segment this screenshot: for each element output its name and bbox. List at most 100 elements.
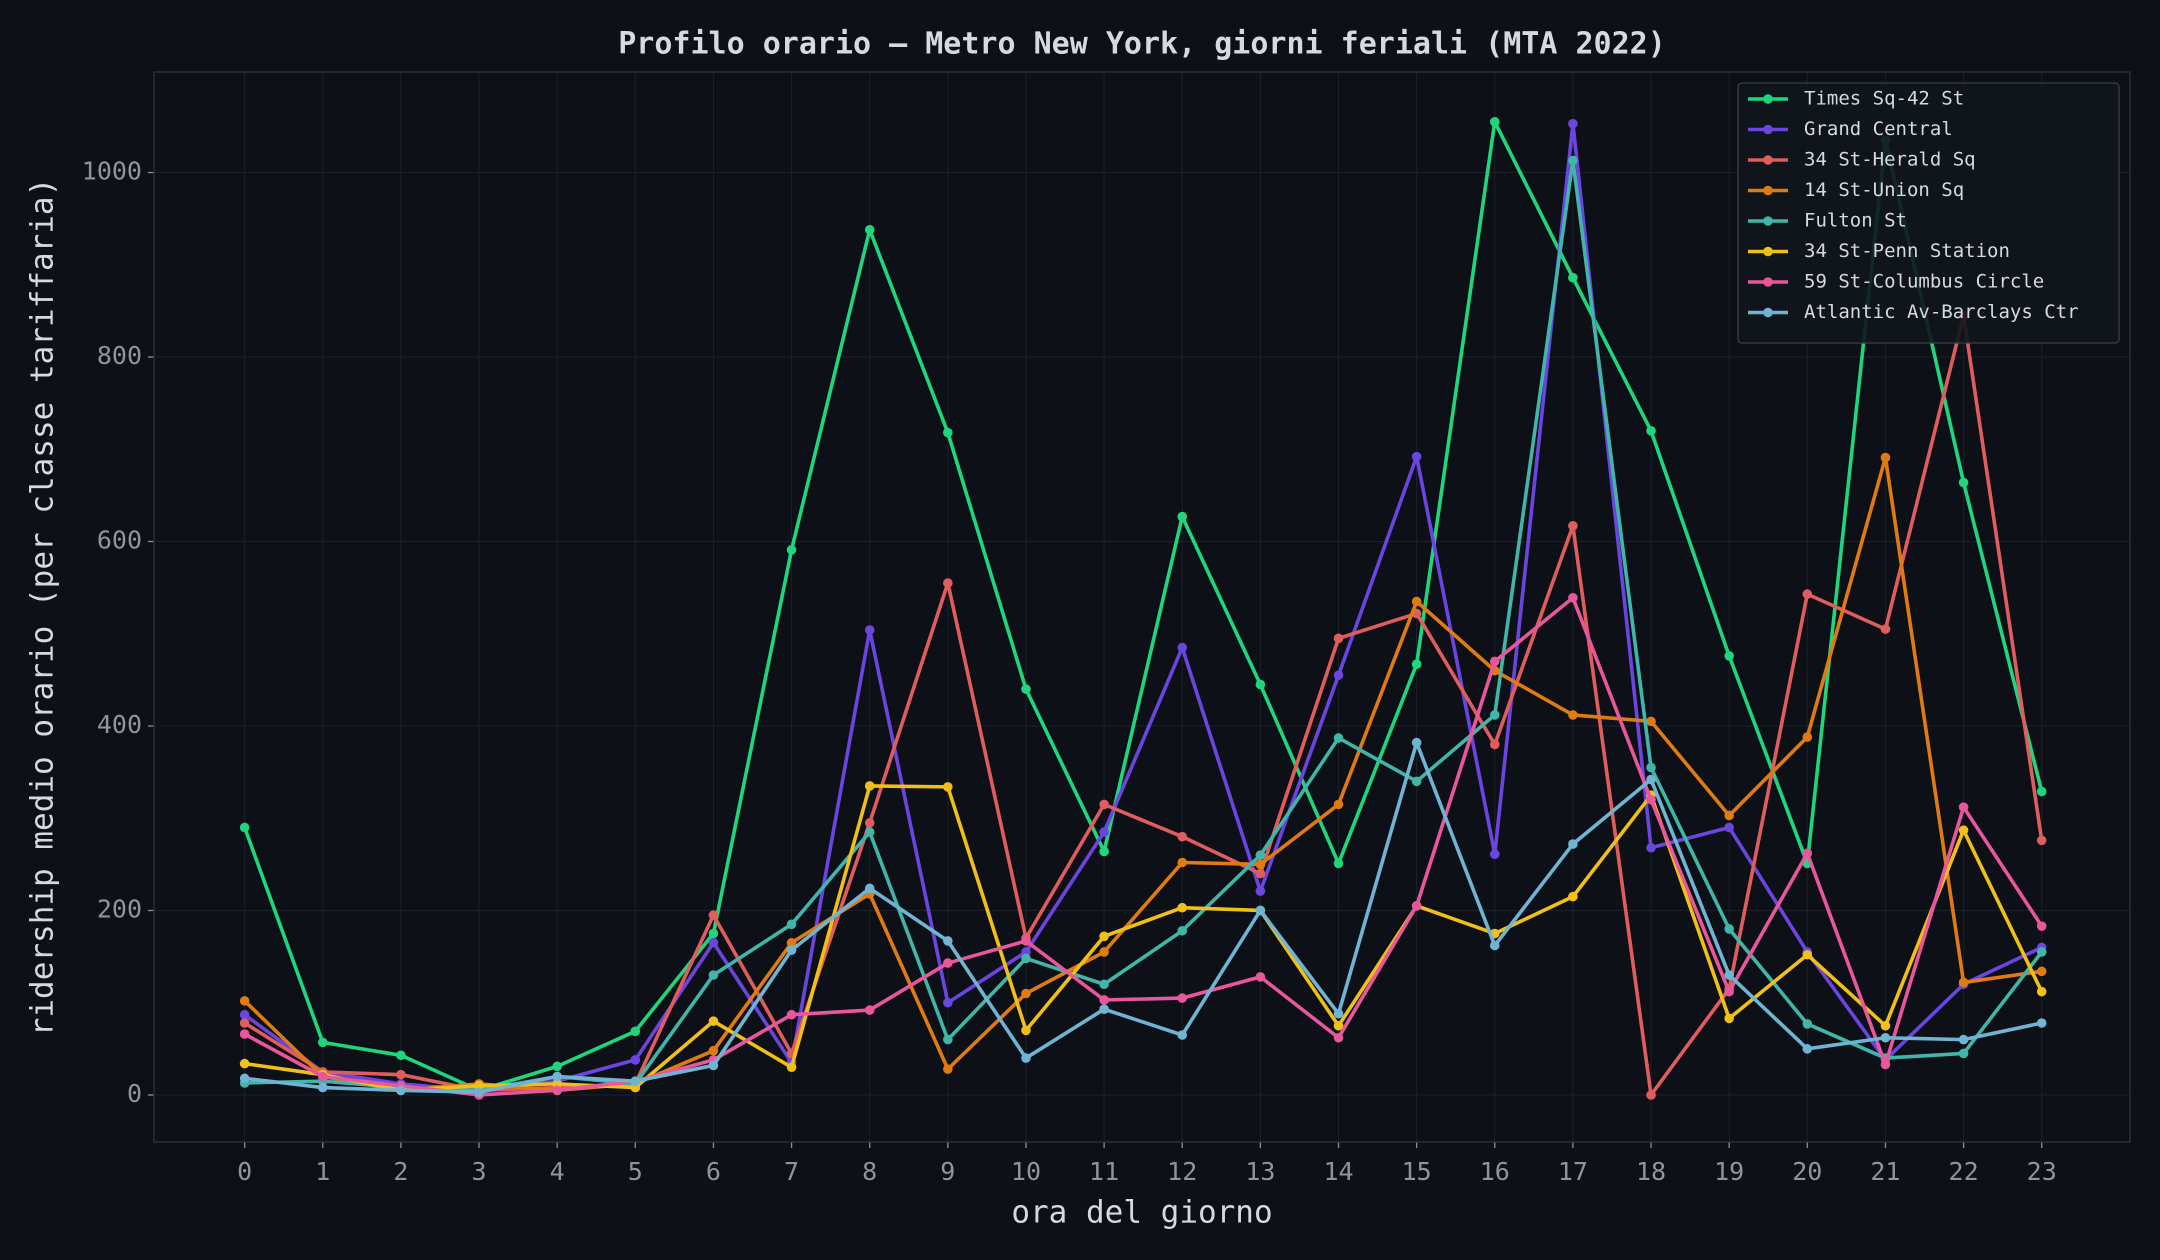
point: [943, 1034, 953, 1045]
x-tick-label: 11: [1089, 1157, 1119, 1186]
point: [1646, 426, 1656, 436]
point: [1568, 118, 1578, 129]
point: [864, 625, 875, 635]
point: [1099, 846, 1109, 857]
series-line: [244, 784, 2044, 1093]
point: [1880, 452, 1891, 463]
point: [552, 1071, 562, 1082]
point: [708, 910, 719, 920]
point: [1646, 842, 1656, 853]
x-tick-label: 16: [1480, 1157, 1510, 1186]
point: [1021, 936, 1031, 946]
point: [239, 1058, 250, 1069]
point: [708, 928, 719, 939]
x-tick-label: 4: [550, 1157, 565, 1186]
point: [1333, 1020, 1344, 1031]
point: [1333, 670, 1344, 681]
point: [708, 1045, 719, 1056]
point: [2036, 966, 2047, 977]
legend-label: Fulton St: [1804, 210, 1907, 232]
series-line: [243, 455, 2042, 1093]
legend-label: 34 St-Herald Sq: [1804, 149, 1976, 171]
point: [1333, 799, 1344, 810]
point: [1802, 1044, 1813, 1054]
point: [1568, 592, 1578, 603]
point: [943, 427, 953, 438]
x-tick-label: 5: [628, 1157, 643, 1186]
point: [1489, 117, 1500, 127]
y-tick-label: 800: [97, 341, 142, 370]
point: [786, 919, 797, 930]
point: [239, 1009, 250, 1020]
point: [1411, 596, 1422, 607]
x-tick-label: 15: [1402, 1157, 1432, 1186]
point: [1099, 1004, 1109, 1014]
point: [1177, 511, 1188, 522]
legend-marker: [1763, 277, 1773, 287]
point: [1724, 822, 1734, 833]
point: [1021, 1053, 1031, 1063]
point: [1411, 901, 1422, 911]
point: [1958, 977, 1969, 988]
series-line: [242, 120, 2044, 1093]
point: [1177, 642, 1188, 653]
point: [864, 224, 875, 235]
legend-label: Times Sq-42 St: [1804, 88, 1964, 110]
point: [1021, 684, 1031, 694]
point: [1958, 477, 1969, 488]
x-tick-label: 23: [2027, 1157, 2057, 1186]
legend-marker: [1763, 216, 1773, 226]
point: [239, 1029, 250, 1039]
x-tick-label: 21: [1870, 1157, 1900, 1186]
point: [1724, 651, 1734, 661]
point: [943, 1064, 953, 1074]
point: [1802, 949, 1813, 960]
point: [1880, 1032, 1891, 1043]
point: [864, 818, 875, 828]
point: [1724, 970, 1734, 980]
point: [1177, 1030, 1188, 1040]
point: [1958, 1048, 1969, 1059]
point: [1880, 624, 1891, 634]
x-tick-label: 8: [862, 1157, 877, 1186]
point: [1646, 762, 1656, 773]
legend-marker: [1763, 246, 1773, 257]
point: [396, 1050, 406, 1061]
point: [1255, 868, 1266, 879]
point: [864, 883, 875, 894]
legend-marker: [1763, 94, 1773, 104]
y-tick-label: 200: [97, 894, 142, 923]
point: [1958, 802, 1969, 812]
plot-frame: [153, 71, 2131, 1143]
point: [1802, 1019, 1813, 1029]
point: [943, 782, 953, 792]
x-tick-label: 2: [393, 1157, 408, 1186]
point: [1099, 827, 1109, 837]
point: [786, 545, 797, 555]
point: [1958, 1034, 1969, 1045]
point: [1255, 886, 1266, 896]
x-tick-label: 9: [940, 1157, 955, 1186]
legend-label: Atlantic Av-Barclays Ctr: [1804, 301, 2079, 323]
x-tick-label: 7: [784, 1157, 799, 1186]
point: [943, 936, 953, 946]
point: [1489, 710, 1500, 720]
point: [317, 1037, 328, 1048]
point: [1568, 891, 1578, 902]
x-tick-label: 6: [706, 1157, 721, 1186]
point: [2036, 1018, 2047, 1028]
point: [786, 945, 797, 955]
point: [943, 578, 953, 588]
point: [1177, 857, 1188, 868]
point: [1099, 995, 1109, 1005]
x-tick-label: 10: [1011, 1157, 1041, 1186]
x-tick-label: 18: [1636, 1157, 1666, 1186]
point: [1333, 633, 1344, 644]
point: [1021, 1025, 1031, 1036]
point: [708, 1060, 719, 1071]
y-axis-label: ridership medio orario (per classe tarif…: [25, 178, 61, 1037]
point: [1489, 849, 1500, 860]
legend-marker: [1763, 124, 1773, 135]
point: [2036, 986, 2047, 997]
